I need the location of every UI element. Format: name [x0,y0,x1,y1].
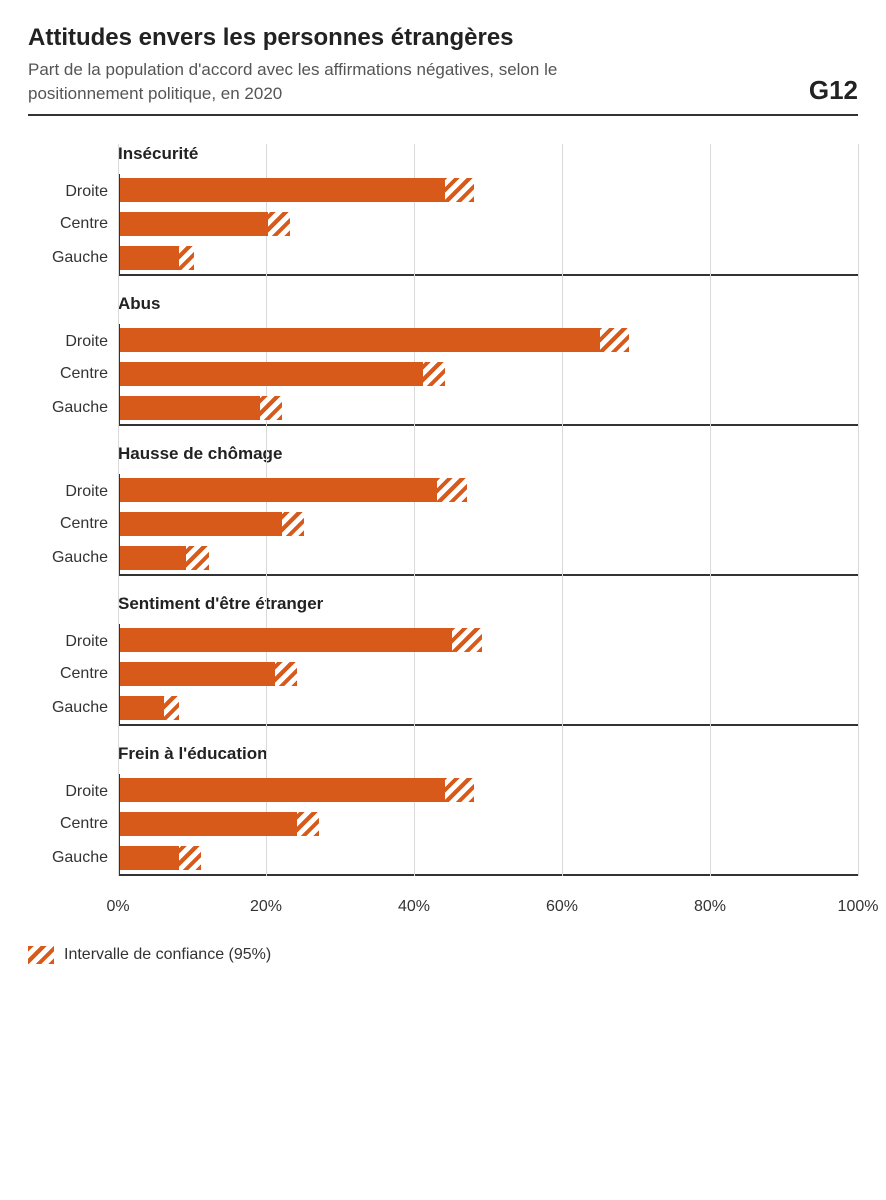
bar-value [120,212,268,236]
x-tick-label: 40% [398,898,430,916]
bar-value [120,512,282,536]
bar-row: Centre [120,358,858,390]
bar-value [120,178,445,202]
bar-row: Centre [120,658,858,690]
bar-value [120,628,452,652]
panel-title: Hausse de chômage [118,444,858,464]
bar-row: Centre [120,508,858,540]
bar-row: Droite [120,174,858,206]
bar-value [120,662,275,686]
panel-title: Frein à l'éducation [118,744,858,764]
x-tick-label: 20% [250,898,282,916]
bar-group: DroiteCentreGauche [118,474,858,576]
bar-category-label: Centre [60,215,120,233]
bar-value [120,778,445,802]
bar-category-label: Centre [60,365,120,383]
chart-code: G12 [793,75,858,106]
bar-group: DroiteCentreGauche [118,324,858,426]
chart-panel: Insécurité DroiteCentreGauche [118,144,858,276]
bar-group: DroiteCentreGauche [118,174,858,276]
chart-header: Attitudes envers les personnes étrangère… [28,24,858,116]
legend-label: Intervalle de confiance (95%) [64,946,271,964]
bar-category-label: Gauche [52,699,120,717]
chart-panel: Abus DroiteCentreGauche [118,294,858,426]
bar-category-label: Centre [60,515,120,533]
bar-row: Gauche [120,692,858,724]
bar-row: Gauche [120,242,858,274]
chart-area: InsécuritéDroiteCentreGaucheAbusDroiteCe… [28,144,858,922]
bar-value [120,478,437,502]
bar-value [120,328,600,352]
gridline [858,144,859,876]
bar-category-label: Centre [60,815,120,833]
bar-value [120,246,179,270]
header-text-block: Attitudes envers les personnes étrangère… [28,24,793,106]
bar-row: Gauche [120,542,858,574]
panel-title: Sentiment d'être étranger [118,594,858,614]
x-axis: 0%20%40%60%80%100% [118,894,858,922]
bar-category-label: Gauche [52,249,120,267]
legend-swatch-ci [28,946,54,964]
panel-title: Abus [118,294,858,314]
x-tick-label: 80% [694,898,726,916]
bar-row: Gauche [120,842,858,874]
bar-value [120,696,164,720]
bar-category-label: Gauche [52,849,120,867]
bar-value [120,396,260,420]
bar-category-label: Gauche [52,549,120,567]
bar-row: Gauche [120,392,858,424]
bar-group: DroiteCentreGauche [118,774,858,876]
bar-group: DroiteCentreGauche [118,624,858,726]
bar-value [120,546,186,570]
chart-panel: Hausse de chômage DroiteCentreGauche [118,444,858,576]
bar-row: Droite [120,474,858,506]
bar-value [120,812,297,836]
chart-subtitle: Part de la population d'accord avec les … [28,58,648,106]
chart-panel: Sentiment d'être étranger DroiteCentreGau… [118,594,858,726]
panel-title: Insécurité [118,144,858,164]
legend: Intervalle de confiance (95%) [28,946,858,964]
x-tick-label: 0% [106,898,129,916]
bar-category-label: Droite [65,483,120,501]
bar-row: Droite [120,324,858,356]
plot-region: InsécuritéDroiteCentreGaucheAbusDroiteCe… [118,144,858,876]
bar-category-label: Droite [65,783,120,801]
x-tick-label: 60% [546,898,578,916]
bar-category-label: Gauche [52,399,120,417]
bar-value [120,362,423,386]
panels-container: InsécuritéDroiteCentreGaucheAbusDroiteCe… [118,144,858,876]
chart-title: Attitudes envers les personnes étrangère… [28,24,793,52]
chart-panel: Frein à l'éducation DroiteCentreGauche [118,744,858,876]
x-tick-label: 100% [838,898,879,916]
bar-category-label: Droite [65,333,120,351]
bar-row: Centre [120,808,858,840]
bar-value [120,846,179,870]
bar-category-label: Droite [65,633,120,651]
bar-row: Droite [120,624,858,656]
bar-category-label: Centre [60,665,120,683]
bar-row: Droite [120,774,858,806]
bar-row: Centre [120,208,858,240]
bar-category-label: Droite [65,183,120,201]
